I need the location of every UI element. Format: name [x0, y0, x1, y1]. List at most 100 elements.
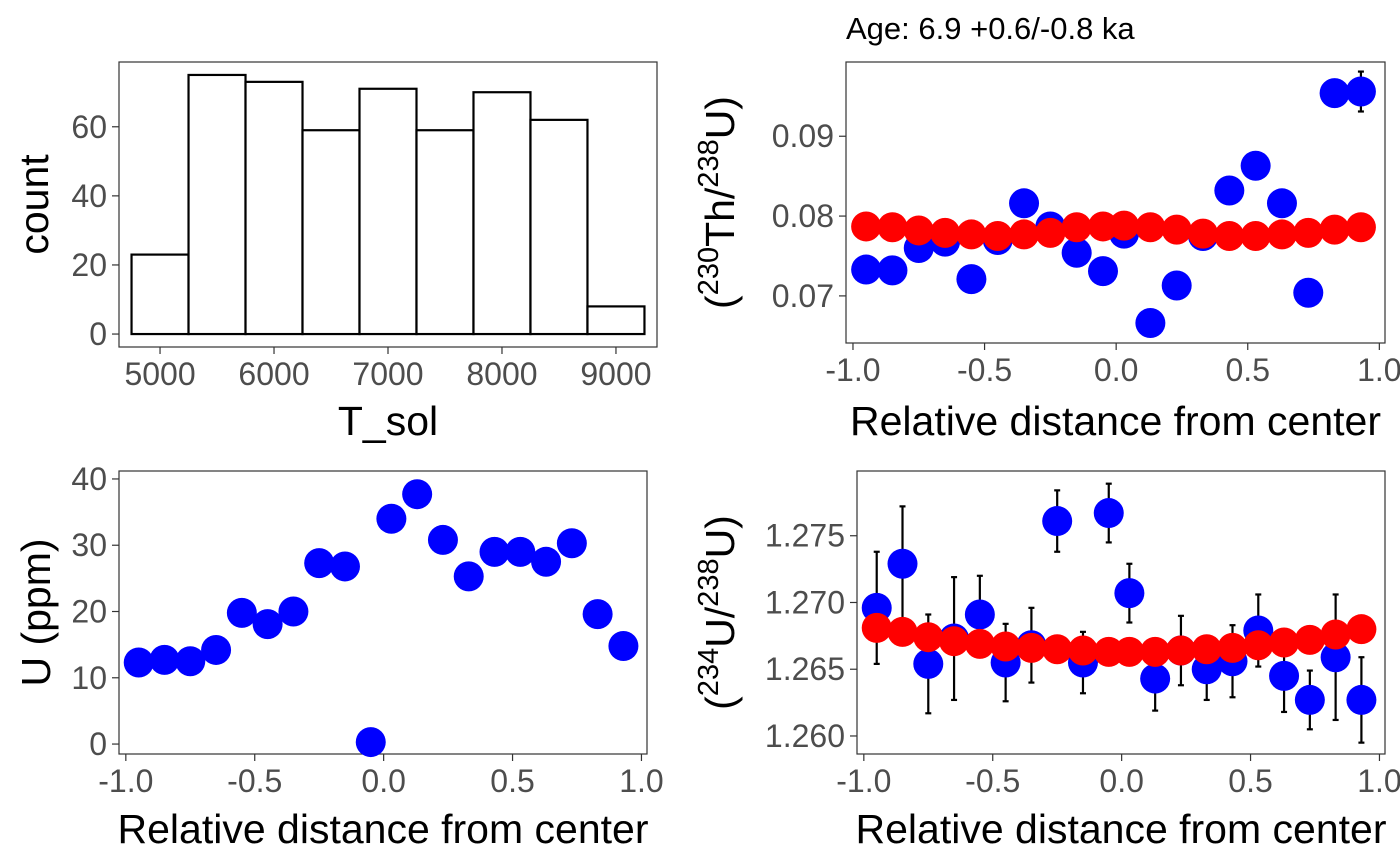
- x-tick-label: 5000: [124, 356, 195, 392]
- histogram-bar: [586, 305, 646, 336]
- data-point: [556, 528, 587, 559]
- y-tick-label: 10: [71, 660, 107, 696]
- model-point: [861, 612, 892, 643]
- x-tick-label: 6000: [238, 356, 309, 392]
- panel-hist: 5000 6000 7000 8000 9000 0 20 40 60 T_sol count: [11, 61, 658, 444]
- model-point: [956, 219, 987, 250]
- y-tick-label: 0: [89, 726, 107, 762]
- y-axis-title-part: U: [697, 110, 743, 140]
- y-tick-label: 1.260: [765, 718, 845, 754]
- model-point: [1035, 217, 1066, 248]
- x-tick-label: -0.5: [965, 763, 1020, 799]
- data-point: [1009, 188, 1040, 219]
- data-point: [453, 561, 484, 592]
- y-axis-title-part: U/: [697, 606, 743, 648]
- data-point: [329, 551, 360, 582]
- data-point: [1240, 150, 1271, 181]
- model-point: [1214, 221, 1245, 252]
- model-point: [1093, 636, 1124, 667]
- data-point: [278, 596, 309, 627]
- model-point: [982, 221, 1013, 252]
- data-point: [531, 546, 562, 577]
- data-point: [149, 644, 180, 675]
- model-point: [903, 215, 934, 246]
- x-axis-title: T_sol: [338, 398, 438, 444]
- histogram-bar: [358, 87, 418, 336]
- model-point: [1087, 211, 1118, 242]
- y-tick-label: 0.08: [772, 198, 834, 234]
- data-point: [1114, 578, 1145, 609]
- x-tick-label: 9000: [580, 356, 651, 392]
- model-point: [990, 631, 1021, 662]
- panel-border: [118, 470, 648, 755]
- x-tick-label: -0.5: [227, 763, 282, 799]
- y-axis-title-part: ): [697, 96, 743, 110]
- model-point: [1266, 219, 1297, 250]
- x-tick-label: 1.0: [619, 763, 663, 799]
- y-axis-title-part: Th/: [697, 187, 743, 247]
- x-tick-label: -1.0: [836, 763, 891, 799]
- data-point: [956, 264, 987, 295]
- histogram-bar: [244, 80, 304, 336]
- model-point: [1346, 614, 1377, 645]
- model-point: [877, 212, 908, 243]
- y-axis-title-part: (: [697, 295, 743, 309]
- model-point: [1240, 221, 1271, 252]
- data-point: [1294, 684, 1325, 715]
- data-point: [1135, 308, 1166, 339]
- histogram-bar: [472, 91, 532, 336]
- data-point: [1093, 498, 1124, 529]
- x-axis-title: Relative distance from center: [850, 398, 1381, 444]
- x-tick-label: 0.0: [1094, 352, 1138, 388]
- y-tick-label: 30: [71, 527, 107, 563]
- model-point: [1135, 212, 1166, 243]
- model-point: [1161, 214, 1192, 245]
- model-point: [1320, 619, 1351, 650]
- y-tick-label: 0.07: [772, 278, 834, 314]
- x-tick-label: 8000: [466, 356, 537, 392]
- data-point: [1293, 277, 1324, 308]
- data-point: [877, 255, 908, 286]
- x-tick-label: -0.5: [957, 352, 1012, 388]
- data-point: [1042, 506, 1073, 537]
- model-point: [1294, 624, 1325, 655]
- data-point: [1345, 76, 1376, 107]
- chart-title: Age: 6.9 +0.6/-0.8 ka: [846, 11, 1135, 46]
- y-axis-title: (230Th/238U): [693, 96, 743, 309]
- data-point: [201, 634, 232, 665]
- x-tick-label: 0.5: [1226, 352, 1270, 388]
- y-axis-title: count: [11, 154, 57, 255]
- histogram-bar: [301, 129, 361, 336]
- model-point: [1140, 636, 1171, 667]
- data-point: [1346, 684, 1377, 715]
- x-axis-title: Relative distance from center: [118, 806, 649, 852]
- data-point: [402, 479, 433, 510]
- data-point: [582, 599, 613, 630]
- data-point: [1269, 660, 1300, 691]
- y-tick-label: 40: [71, 461, 107, 497]
- data-point: [1087, 256, 1118, 287]
- data-point: [123, 647, 154, 678]
- model-point: [913, 622, 944, 653]
- model-point: [887, 616, 918, 647]
- model-point: [1009, 219, 1040, 250]
- y-tick-label: 1.270: [765, 584, 845, 620]
- y-axis-title-part: U: [697, 529, 743, 559]
- y-axis-title: U (ppm): [13, 538, 59, 686]
- y-tick-label: 20: [71, 247, 107, 283]
- x-tick-label: 0.0: [1099, 763, 1143, 799]
- x-tick-label: 0.5: [490, 763, 534, 799]
- panel-border: [845, 61, 1386, 344]
- x-tick-label: -1.0: [825, 352, 880, 388]
- histogram-bar: [130, 253, 190, 336]
- model-point: [1188, 218, 1219, 249]
- x-tick-label: 7000: [352, 356, 423, 392]
- histogram-bar: [529, 118, 589, 336]
- y-tick-label: 60: [71, 109, 107, 145]
- data-point: [1320, 642, 1351, 673]
- panel-border: [856, 470, 1386, 755]
- model-point: [1114, 636, 1145, 667]
- x-tick-label: 1.0: [1357, 352, 1400, 388]
- data-point: [1161, 270, 1192, 301]
